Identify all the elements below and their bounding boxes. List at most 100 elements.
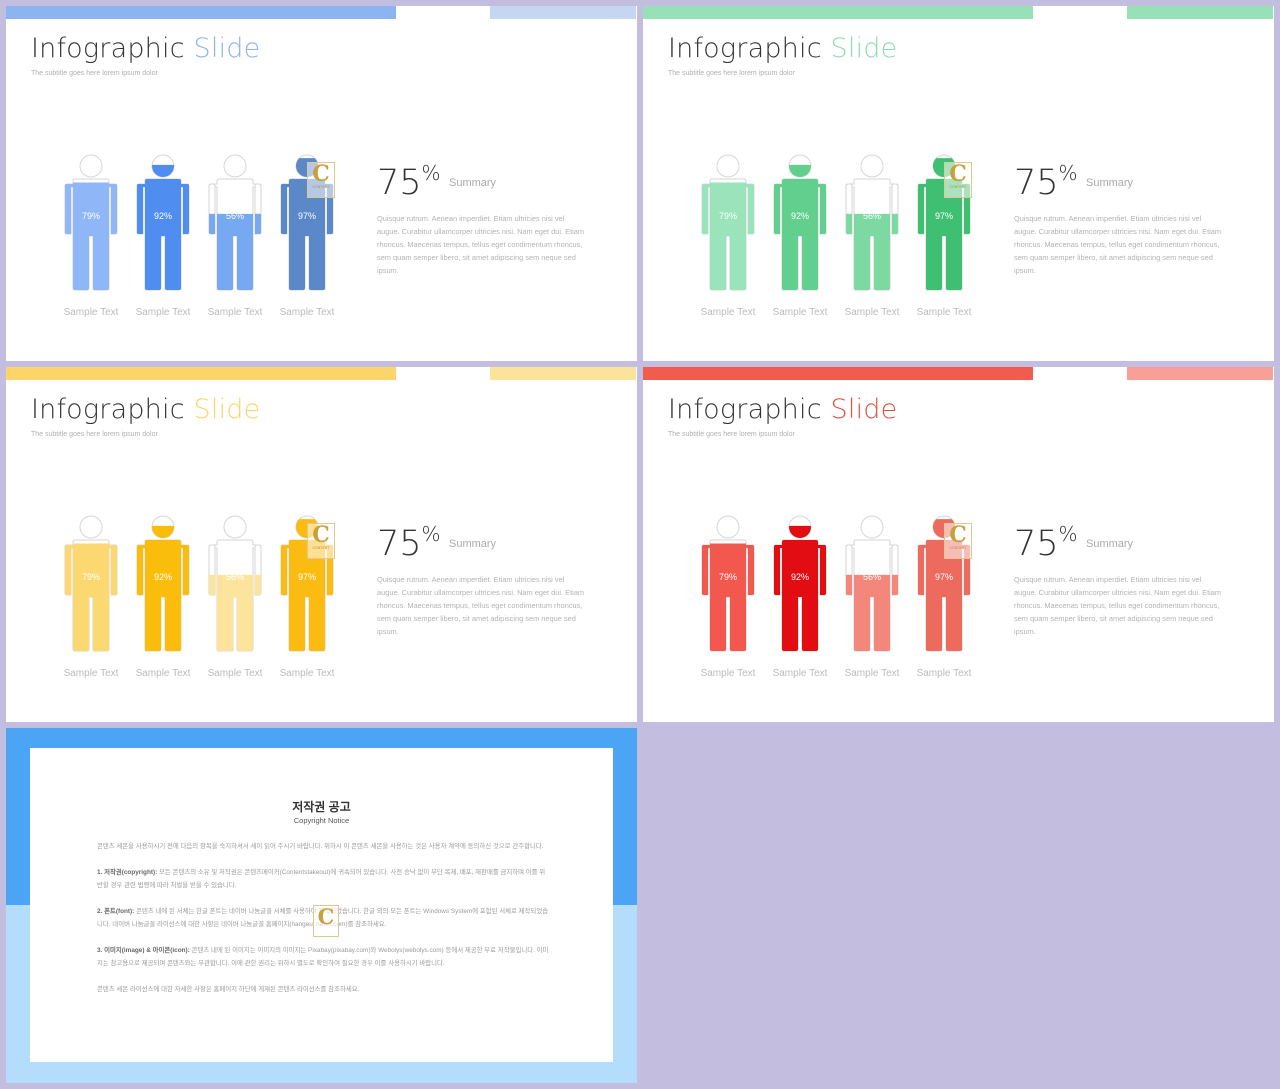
figure-label: Sample Text	[700, 307, 756, 318]
slide-2: Infographic Slide The subtitle goes here …	[643, 6, 1274, 361]
person-figure: 92%	[136, 515, 190, 652]
person-icon	[701, 154, 755, 291]
copyright-paragraph: 1. 저작권(copyright): 모든 콘텐츠의 소유 및 저작권은 콘텐츠…	[97, 869, 546, 889]
copyright-paragraph: 콘텐츠 세몬을 사용하시기 전에 다음의 항목을 숙지하셔서 세이 읽어 주시기…	[97, 843, 544, 850]
person-figure: 79%	[64, 154, 118, 291]
slide-title-accent: Slide	[193, 394, 261, 425]
summary-description: Quisque rutrum. Aenean imperdiet. Etiam …	[377, 214, 585, 275]
person-icon	[280, 515, 334, 652]
figure-percent: 79%	[718, 211, 737, 221]
summary-description: Quisque rutrum. Aenean imperdiet. Etiam …	[1014, 575, 1222, 636]
figure-percent: 92%	[153, 211, 172, 221]
person-icon	[773, 154, 827, 291]
slide-title-accent: Slide	[830, 33, 898, 64]
figure-label: Sample Text	[63, 307, 119, 318]
person-figure: 92%	[136, 154, 190, 291]
figure-label: Sample Text	[844, 668, 900, 679]
person-icon	[701, 515, 755, 652]
figure-label: Sample Text	[916, 307, 972, 318]
person-figure: 97%	[280, 515, 334, 652]
top-accent-bar-secondary	[1127, 6, 1273, 19]
person-icon	[208, 515, 262, 652]
person-icon	[64, 154, 118, 291]
figure-percent: 97%	[297, 211, 316, 221]
person-figure: 97%	[917, 515, 971, 652]
summary-label: Summary	[1086, 177, 1134, 189]
summary-value: 75%	[377, 161, 441, 203]
figure-percent: 56%	[225, 211, 244, 221]
watermark-logo: C CONTENT	[307, 162, 335, 198]
summary-label: Summary	[1086, 538, 1134, 550]
copyright-paragraph: 2. 폰트(font): 콘텐츠 내에 된 서체는 한글 폰트는 네이버 나눔글…	[97, 908, 549, 928]
top-accent-bar	[643, 6, 1033, 19]
copyright-title: 저작권 공고	[292, 800, 351, 814]
slide-4: Infographic Slide The subtitle goes here …	[643, 367, 1274, 722]
copyright-subtitle: Copyright Notice	[293, 816, 350, 825]
figure-percent: 97%	[934, 211, 953, 221]
copyright-paragraph: 3. 이미지(image) & 아이콘(icon): 콘텐츠 내에 된 이미지는…	[97, 947, 549, 967]
person-figure: 56%	[845, 154, 899, 291]
summary-description: Quisque rutrum. Aenean imperdiet. Etiam …	[1014, 214, 1222, 275]
watermark-logo: C	[313, 905, 339, 937]
person-icon	[845, 515, 899, 652]
copyright-paragraph: 콘텐츠 세몬 라이선스에 대한 자세한 사항은 홈페이지 하단에 게재된 콘텐츠…	[97, 986, 360, 993]
figure-label: Sample Text	[135, 668, 191, 679]
figure-percent: 92%	[790, 211, 809, 221]
figure-label: Sample Text	[279, 668, 335, 679]
person-figure: 79%	[64, 515, 118, 652]
top-accent-bar-secondary	[1127, 367, 1273, 380]
summary-value: 75%	[1014, 522, 1078, 564]
person-figure: 56%	[845, 515, 899, 652]
slide-title-accent: Slide	[193, 33, 261, 64]
person-figure: 56%	[208, 154, 262, 291]
figure-label: Sample Text	[207, 307, 263, 318]
slide-subtitle: The subtitle goes here lorem ipsum dolor	[668, 431, 795, 438]
figure-label: Sample Text	[63, 668, 119, 679]
slide-1: Infographic Slide The subtitle goes here …	[6, 6, 637, 361]
summary-value: 75%	[377, 522, 441, 564]
person-icon	[136, 154, 190, 291]
figure-label: Sample Text	[772, 307, 828, 318]
person-figure: 92%	[773, 515, 827, 652]
figure-percent: 79%	[81, 572, 100, 582]
figure-label: Sample Text	[916, 668, 972, 679]
summary-description: Quisque rutrum. Aenean imperdiet. Etiam …	[377, 575, 585, 636]
figure-label: Sample Text	[844, 307, 900, 318]
person-figure: 79%	[701, 515, 755, 652]
figure-percent: 92%	[153, 572, 172, 582]
figure-label: Sample Text	[279, 307, 335, 318]
person-icon	[773, 515, 827, 652]
figure-percent: 97%	[934, 572, 953, 582]
person-figure: 56%	[208, 515, 262, 652]
figure-label: Sample Text	[772, 668, 828, 679]
figure-percent: 79%	[718, 572, 737, 582]
slide-3: Infographic Slide The subtitle goes here …	[6, 367, 637, 722]
figure-percent: 97%	[297, 572, 316, 582]
slide-title: Infographic Slide	[668, 394, 898, 425]
person-icon	[136, 515, 190, 652]
slide-subtitle: The subtitle goes here lorem ipsum dolor	[668, 70, 795, 77]
summary-value: 75%	[1014, 161, 1078, 203]
figure-label: Sample Text	[135, 307, 191, 318]
top-accent-bar	[643, 367, 1033, 380]
slide-title: Infographic Slide	[31, 33, 261, 64]
slide-title: Infographic Slide	[668, 33, 898, 64]
summary-label: Summary	[449, 538, 497, 550]
slide-title-accent: Slide	[830, 394, 898, 425]
person-icon	[845, 154, 899, 291]
top-accent-bar-secondary	[490, 6, 636, 19]
top-accent-bar	[6, 6, 396, 19]
slide-title: Infographic Slide	[31, 394, 261, 425]
figure-percent: 56%	[225, 572, 244, 582]
person-figure: 79%	[701, 154, 755, 291]
figure-percent: 92%	[790, 572, 809, 582]
person-icon	[208, 154, 262, 291]
top-accent-bar-secondary	[490, 367, 636, 380]
slide-subtitle: The subtitle goes here lorem ipsum dolor	[31, 70, 158, 77]
figure-label: Sample Text	[700, 668, 756, 679]
copyright-body: 콘텐츠 세몬을 사용하시기 전에 다음의 항목을 숙지하셔서 세이 읽어 주시기…	[97, 840, 551, 1009]
person-figure: 92%	[773, 154, 827, 291]
copyright-card: 저작권 공고 Copyright Notice 콘텐츠 세몬을 사용하시기 전에…	[30, 748, 613, 1062]
slide-subtitle: The subtitle goes here lorem ipsum dolor	[31, 431, 158, 438]
summary-label: Summary	[449, 177, 497, 189]
